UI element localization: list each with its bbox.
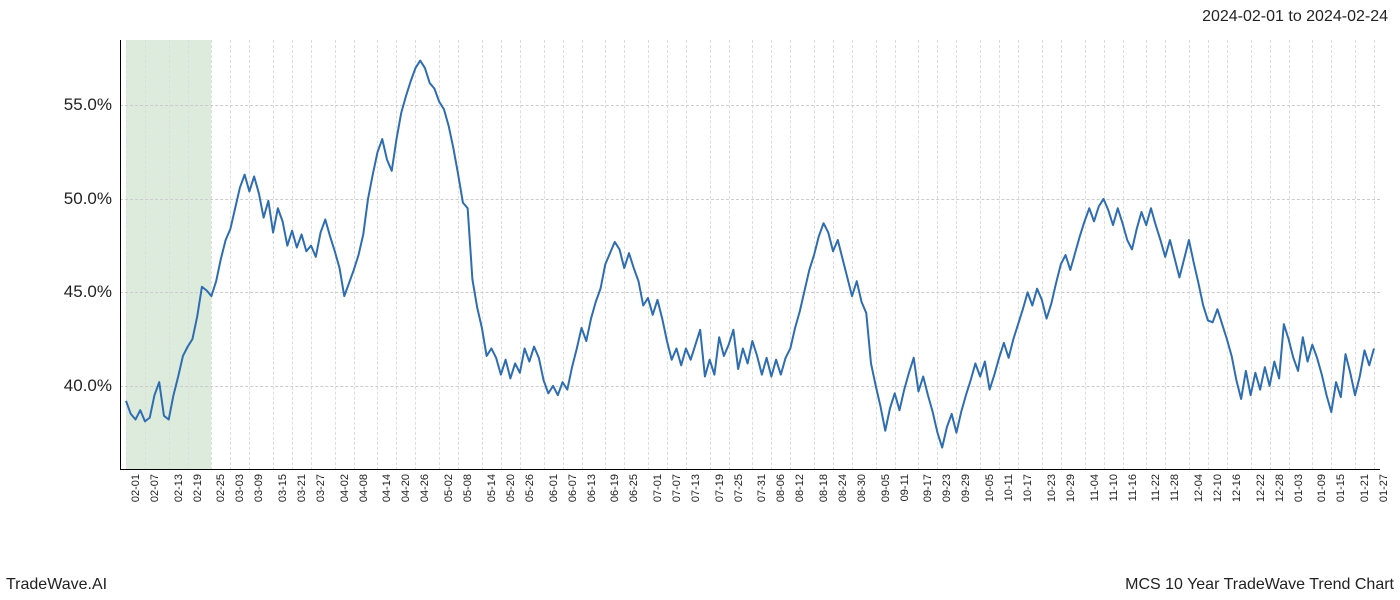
x-tick-label: 02-13 (173, 474, 185, 502)
x-tick-label: 12-16 (1231, 474, 1243, 502)
x-tick-label: 10-05 (984, 474, 996, 502)
x-tick-label: 12-10 (1212, 474, 1224, 502)
x-tick-label: 04-14 (381, 474, 393, 502)
x-tick-label: 07-13 (690, 474, 702, 502)
x-tick-label: 03-27 (315, 474, 327, 502)
x-tick-label: 11-16 (1127, 474, 1139, 501)
x-tick-label: 03-15 (277, 474, 289, 502)
x-tick-label: 05-08 (462, 474, 474, 502)
x-tick-label: 11-04 (1089, 474, 1101, 501)
x-tick-label: 05-02 (443, 474, 455, 502)
x-tick-label: 11-28 (1169, 474, 1181, 501)
x-tick-label: 11-22 (1150, 474, 1162, 501)
x-tick-label: 04-26 (419, 474, 431, 502)
x-tick-label: 07-31 (756, 474, 768, 502)
x-tick-label: 04-08 (358, 474, 370, 502)
x-tick-label: 02-01 (130, 474, 142, 502)
chart-title: MCS 10 Year TradeWave Trend Chart (1125, 576, 1394, 594)
brand-label: TradeWave.AI (6, 576, 107, 594)
x-tick-label: 07-19 (714, 474, 726, 502)
x-tick-label: 02-19 (192, 474, 204, 502)
axis-frame (120, 40, 1380, 470)
x-tick-label: 03-03 (234, 474, 246, 502)
x-tick-label: 08-30 (856, 474, 868, 502)
chart-plot-area: 40.0%45.0%50.0%55.0% 02-0102-0702-1302-1… (120, 40, 1380, 470)
y-tick-label: 45.0% (64, 282, 112, 302)
x-tick-label: 04-20 (400, 474, 412, 502)
x-tick-label: 03-09 (253, 474, 265, 502)
x-tick-label: 10-17 (1022, 474, 1034, 502)
x-tick-label: 05-20 (505, 474, 517, 502)
x-tick-label: 02-25 (215, 474, 227, 502)
x-tick-label: 08-18 (818, 474, 830, 502)
y-tick-label: 55.0% (64, 95, 112, 115)
x-tick-label: 11-10 (1108, 474, 1120, 501)
x-tick-label: 08-24 (837, 474, 849, 502)
x-tick-label: 10-29 (1065, 474, 1077, 502)
x-tick-label: 09-23 (941, 474, 953, 502)
x-tick-label: 10-23 (1046, 474, 1058, 502)
x-tick-label: 01-21 (1359, 474, 1371, 502)
x-tick-label: 09-29 (960, 474, 972, 502)
x-tick-label: 01-09 (1316, 474, 1328, 502)
x-tick-label: 06-19 (609, 474, 621, 502)
y-tick-label: 40.0% (64, 376, 112, 396)
x-tick-label: 06-07 (567, 474, 579, 502)
x-tick-label: 07-25 (733, 474, 745, 502)
x-tick-label: 12-04 (1193, 474, 1205, 502)
x-tick-label: 01-03 (1293, 474, 1305, 502)
x-tick-label: 09-05 (880, 474, 892, 502)
x-tick-label: 09-17 (922, 474, 934, 502)
x-tick-label: 02-07 (149, 474, 161, 502)
x-tick-label: 08-06 (775, 474, 787, 502)
x-tick-label: 05-26 (524, 474, 536, 502)
x-tick-label: 01-15 (1335, 474, 1347, 502)
x-tick-label: 01-27 (1378, 474, 1390, 502)
x-tick-label: 09-11 (899, 474, 911, 501)
x-tick-label: 04-02 (339, 474, 351, 502)
x-tick-label: 07-01 (652, 474, 664, 502)
x-tick-label: 06-13 (586, 474, 598, 502)
x-tick-label: 03-21 (296, 474, 308, 502)
y-tick-label: 50.0% (64, 189, 112, 209)
x-tick-label: 12-28 (1274, 474, 1286, 502)
x-tick-label: 08-12 (794, 474, 806, 502)
x-tick-label: 05-14 (486, 474, 498, 502)
x-tick-label: 12-22 (1255, 474, 1267, 502)
date-range-label: 2024-02-01 to 2024-02-24 (1202, 8, 1388, 26)
x-tick-label: 07-07 (671, 474, 683, 502)
x-tick-label: 06-01 (548, 474, 560, 502)
x-tick-label: 10-11 (1003, 474, 1015, 501)
x-tick-label: 06-25 (628, 474, 640, 502)
